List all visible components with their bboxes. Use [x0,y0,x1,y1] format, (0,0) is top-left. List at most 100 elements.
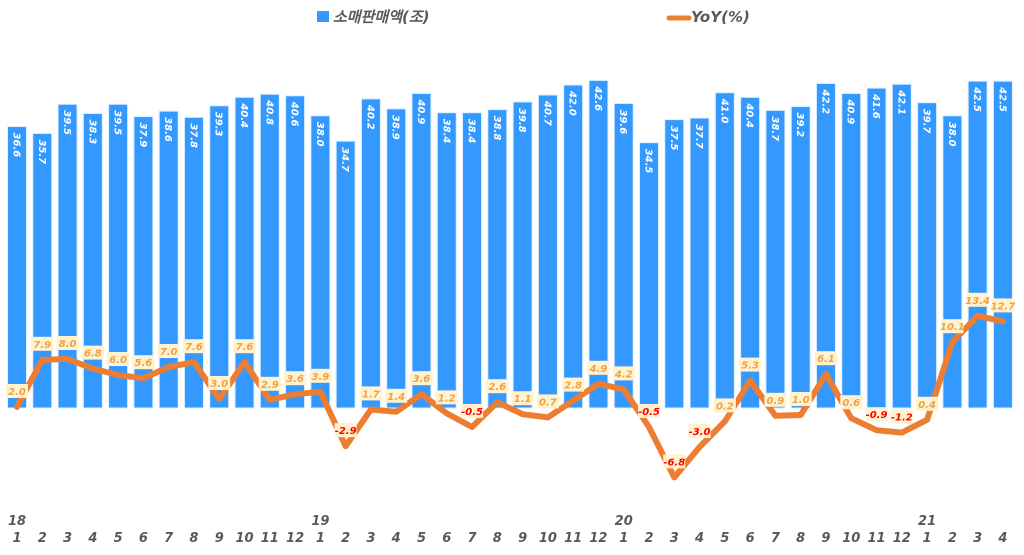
bar [7,126,27,409]
yoy-label-background [435,390,458,405]
yoy-label-background [309,368,332,383]
yoy-value-label: 2.8 [562,377,585,392]
bar-value-label: 39.5 [61,110,72,135]
x-tick-month: 10 [539,531,557,546]
yoy-label-background [410,371,433,386]
yoy-value-label: 0.4 [916,396,939,411]
bar [285,95,306,409]
yoy-label-text: -0.5 [461,407,483,418]
yoy-value-label: 3.6 [410,371,433,386]
yoy-value-label: 2.0 [6,384,28,398]
bar-value-label: 38.4 [440,119,451,144]
yoy-label-background [233,339,256,354]
x-tick-month: 1 [619,531,628,546]
bar [158,110,179,409]
bar [462,112,483,409]
yoy-label-background [789,392,812,406]
x-tick-month: 3 [973,531,982,546]
legend-bar-swatch [317,11,329,22]
x-tick-month: 6 [746,531,755,546]
yoy-label-background [865,407,888,422]
yoy-value-label: 7.0 [157,344,180,358]
yoy-value-label: 5.3 [739,357,762,372]
bar-value-label: 36.6 [11,133,22,158]
yoy-value-label: 2.9 [258,376,281,391]
yoy-label-background [81,345,104,360]
bar [967,80,988,409]
bar [234,96,255,409]
legend-line-label: YoY(%) [691,8,750,26]
bar-value-label: 42.6 [592,85,603,111]
x-tick-month: 8 [493,531,502,546]
yoy-label-text: 6.1 [817,354,835,365]
yoy-label-text: 2.8 [564,381,582,392]
yoy-label-text: 13.4 [965,296,990,307]
yoy-label-background [359,386,382,401]
bar [386,108,407,409]
yoy-label-text: 2.9 [261,380,279,391]
yoy-label-text: 6.8 [84,349,102,360]
bar [917,102,938,409]
x-tick-month: 3 [670,531,679,546]
yoy-label-background [284,371,307,386]
bar-value-label: 40.9 [845,98,856,124]
yoy-value-label: 3.6 [284,371,307,386]
bar [689,117,710,409]
yoy-value-label: 2.6 [486,379,509,394]
yoy-label-background [638,404,660,418]
x-tick-year: 21 [918,514,936,529]
yoy-label-background [107,352,130,366]
x-tick-month: 12 [286,531,304,546]
x-tick-month: 10 [842,531,860,546]
yoy-value-label: 0.7 [536,394,559,409]
bar [183,116,204,409]
x-tick-month: 7 [771,531,781,546]
bar-value-label: 40.9 [415,98,426,124]
bar-value-label: 38.7 [769,116,780,141]
yoy-line [14,312,1006,481]
legend-bar-label: 소매판매액(조) [333,8,430,26]
yoy-label-text: 7.0 [160,347,178,358]
yoy-label-text: 0.6 [842,398,860,409]
yoy-value-label: 5.6 [132,355,155,370]
bar-value-label: 34.7 [339,147,350,172]
bar-value-label: 40.6 [289,101,300,127]
x-tick-month: 12 [893,531,911,546]
bar-value-label: 40.4 [744,102,755,128]
yoy-label-text: 1.0 [792,395,810,406]
yoy-label-background [258,376,281,391]
yoy-label-background [385,388,408,403]
yoy-label-background [890,409,913,424]
bar [537,94,558,409]
bar-value-label: 40.8 [263,99,274,125]
bar-value-label: 38.3 [86,119,97,144]
yoy-label-text: -2.9 [335,426,357,437]
bar-value-label: 39.6 [617,109,628,134]
bar-value-label: 42.5 [971,86,982,112]
yoy-value-label: -6.8 [663,454,686,469]
x-tick-month: 7 [468,531,478,546]
bar-value-label: 39.8 [516,108,527,133]
yoy-value-label: -0.9 [865,407,888,422]
x-tick-month: 3 [63,531,72,546]
bar-value-label: 42.5 [996,86,1007,112]
x-tick-month: 4 [997,531,1007,546]
bar-value-label: 38.0 [314,122,325,147]
bar [790,106,811,409]
bar-value-label: 38.8 [491,116,502,141]
x-tick-month: 11 [261,531,279,546]
x-tick-month: 1 [923,531,932,546]
bar-value-label: 40.4 [238,102,249,128]
yoy-label-text: 3.6 [413,374,431,385]
bar-value-label: 41.6 [870,93,881,119]
bar-value-label: 37.7 [693,124,704,149]
x-tick-month: 5 [417,531,426,546]
yoy-label-text: 3.6 [286,374,304,385]
yoy-value-label: 7.6 [233,339,256,354]
bar-value-label: 37.9 [137,123,148,148]
yoy-label-text: 0.7 [539,397,557,408]
bar-value-label: 39.2 [794,113,805,138]
bar-value-label: 37.5 [668,126,679,151]
yoy-label-background [612,366,635,381]
